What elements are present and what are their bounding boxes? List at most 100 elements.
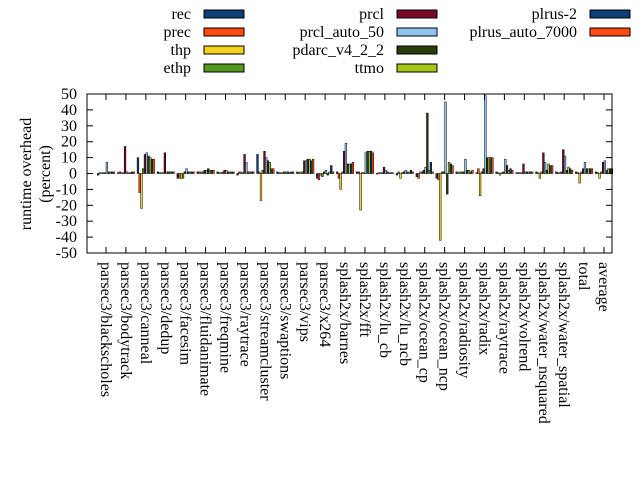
bar-rec-average <box>595 171 598 174</box>
x-tick-label-parsec3-bodytrack: parsec3/bodytrack <box>117 262 134 379</box>
y-tick-label: 10 <box>61 150 77 167</box>
bar-pdarc-v4-2-2-splash2x-lu-cb <box>386 171 389 174</box>
bar-plrus-auto-7000-parsec3-raytrace <box>252 171 255 174</box>
bar-ttmo-splash2x-radix <box>487 157 490 174</box>
bar-prec-splash2x-volrend <box>517 172 520 174</box>
bar-prcl-splash2x-volrend <box>522 163 525 174</box>
bar-thp-splash2x-water-nsquared <box>538 173 541 179</box>
bar-prcl-splash2x-lu-ncb <box>402 171 406 174</box>
bar-prcl-auto-50-splash2x-ocean-ncp <box>444 101 447 174</box>
bar-rec-splash2x-raytrace <box>495 171 498 174</box>
bar-plrus-2-parsec3-freqmine <box>230 171 233 174</box>
bar-thp-parsec3-bodytrack <box>120 172 123 174</box>
bar-prec-parsec3-bodytrack <box>118 171 121 174</box>
bar-plrus-auto-7000-parsec3-bodytrack <box>132 171 135 174</box>
bar-plrus-auto-7000-parsec3-facesim <box>192 171 195 174</box>
bar-plrus-2-parsec3-swaptions <box>290 171 293 174</box>
bar-pdarc-v4-2-2-splash2x-ocean-cp <box>426 112 429 174</box>
bar-ttmo-parsec3-facesim <box>188 171 192 174</box>
bar-ethp-splash2x-fft <box>361 172 364 174</box>
bar-plrus-auto-7000-parsec3-vips <box>311 158 315 174</box>
bar-plrus-2-splash2x-lu-cb <box>389 172 393 174</box>
bar-plrus-2-splash2x-lu-ncb <box>409 170 413 174</box>
bar-thp-total <box>578 173 581 184</box>
legend-swatch-prcl <box>396 9 438 19</box>
bar-plrus-auto-7000-parsec3-fluidanimate <box>212 170 215 174</box>
bar-plrus-2-splash2x-ocean-ncp <box>449 163 452 174</box>
legend-label-ttmo: ttmo <box>355 60 384 77</box>
y-tick-label: 20 <box>61 134 77 151</box>
bar-ttmo-splash2x-volrend <box>527 171 530 174</box>
bar-prcl-auto-50-parsec3-freqmine <box>225 170 228 174</box>
bar-plrus-2-splash2x-water-nsquared <box>549 165 552 174</box>
x-tick-label-parsec3-blackscholes: parsec3/blackscholes <box>97 262 114 397</box>
bar-ethp-parsec3-canneal <box>142 168 145 174</box>
bar-rec-parsec3-canneal <box>136 157 140 174</box>
bar-ttmo-splash2x-fft <box>368 150 371 174</box>
bar-pdarc-v4-2-2-parsec3-dedup <box>167 171 170 174</box>
bar-pdarc-v4-2-2-splash2x-barnes <box>346 163 349 174</box>
bar-prcl-auto-50-splash2x-fft <box>364 152 367 174</box>
bar-pdarc-v4-2-2-parsec3-raytrace <box>246 171 250 174</box>
bar-prcl-auto-50-splash2x-volrend <box>524 171 527 174</box>
bar-prcl-auto-50-parsec3-swaptions <box>285 171 288 174</box>
bar-prcl-parsec3-x264 <box>323 171 326 174</box>
bar-prec-parsec3-dedup <box>158 172 161 174</box>
x-tick-label-splash2x-lu-ncb: splash2x/lu_ncb <box>396 262 413 366</box>
bar-rec-parsec3-freqmine <box>216 171 219 174</box>
x-tick-label-parsec3-swaptions: parsec3/swaptions <box>276 262 293 379</box>
bar-prcl-parsec3-swaptions <box>283 171 286 174</box>
bar-thp-splash2x-water-spatial <box>558 172 561 174</box>
bar-ttmo-parsec3-swaptions <box>288 172 291 174</box>
bar-plrus-auto-7000-splash2x-volrend <box>531 171 534 174</box>
bar-ethp-average <box>600 171 603 174</box>
bar-rec-splash2x-lu-ncb <box>395 173 399 176</box>
bar-prec-parsec3-fluidanimate <box>198 171 201 174</box>
bar-prec-parsec3-swaptions <box>278 172 281 174</box>
bar-rec-parsec3-swaptions <box>276 171 279 174</box>
bar-thp-splash2x-ocean-cp <box>419 171 422 174</box>
bar-prcl-auto-50-parsec3-canneal <box>145 152 148 174</box>
bar-ethp-total <box>580 171 583 174</box>
bar-prcl-auto-50-parsec3-bodytrack <box>125 171 128 174</box>
bar-thp-splash2x-fft <box>359 173 362 211</box>
bar-plrus-auto-7000-total <box>590 168 594 174</box>
bar-ttmo-splash2x-lu-cb <box>388 172 391 174</box>
bar-plrus-auto-7000-splash2x-water-spatial <box>570 170 574 174</box>
bar-plrus-2-splash2x-radix <box>489 157 492 174</box>
bar-ethp-parsec3-bodytrack <box>122 172 125 174</box>
bar-plrus-2-parsec3-fluidanimate <box>210 170 213 174</box>
bar-ethp-splash2x-radiosity <box>460 171 464 174</box>
bar-plrus-2-splash2x-radiosity <box>469 171 472 174</box>
y-tick-label: 50 <box>61 86 77 103</box>
bar-thp-splash2x-volrend <box>518 172 522 174</box>
legend-swatch-prcl-auto-50 <box>396 27 438 37</box>
bar-prcl-splash2x-fft <box>362 172 366 174</box>
x-axis: parsec3/blackscholes parsec3/bodytrack par… <box>97 94 612 424</box>
bar-prec-splash2x-water-nsquared <box>536 172 540 174</box>
bars <box>97 95 613 241</box>
y-axis-title-line: runtime overhead <box>18 118 35 230</box>
x-tick-label-parsec3-fluidanimate: parsec3/fluidanimate <box>197 262 214 396</box>
bar-plrus-auto-7000-splash2x-radiosity <box>471 170 474 174</box>
legend-swatch-ttmo <box>396 63 438 73</box>
bar-prcl-splash2x-radiosity <box>462 171 465 174</box>
bar-pdarc-v4-2-2-splash2x-raytrace <box>505 165 509 174</box>
bar-rec-parsec3-blackscholes <box>97 173 100 176</box>
bar-prec-splash2x-water-spatial <box>556 172 560 174</box>
bar-ttmo-splash2x-water-nsquared <box>547 163 550 174</box>
bar-prcl-total <box>582 168 585 174</box>
bar-prec-parsec3-blackscholes <box>98 172 101 174</box>
bar-ttmo-splash2x-radiosity <box>467 170 471 174</box>
bar-plrus-auto-7000-splash2x-radix <box>491 157 494 174</box>
bar-thp-parsec3-fluidanimate <box>200 171 203 174</box>
bar-pdarc-v4-2-2-parsec3-x264 <box>326 173 329 176</box>
bar-ttmo-parsec3-freqmine <box>228 171 232 174</box>
bar-plrus-auto-7000-parsec3-streamcluster <box>272 168 275 174</box>
plot-frame <box>86 93 613 254</box>
bar-prec-splash2x-raytrace <box>497 172 500 174</box>
bar-prcl-splash2x-radix <box>482 168 485 174</box>
